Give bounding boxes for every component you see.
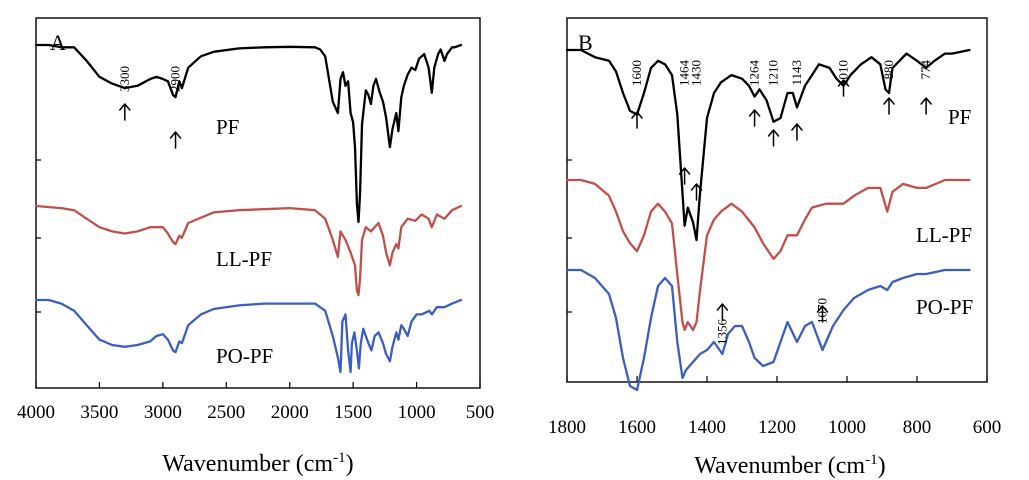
x-tick-label: 1500 — [334, 402, 372, 423]
peak-arrow-774 — [920, 97, 932, 115]
panel-a-peak-labels: 3300 2900 — [117, 66, 183, 92]
peak-label-1600: 1600 — [629, 60, 644, 86]
panel-b-label: B — [578, 30, 593, 55]
peak-arrow-1264 — [748, 109, 761, 127]
panel-b-traces — [565, 48, 971, 392]
peak-arrow-1356 — [716, 303, 729, 321]
series-line-pf — [565, 48, 971, 242]
x-tick-label: 2000 — [271, 402, 309, 423]
panel-b-tick-labels: 1800 1600 1400 1200 1000 800 600 — [548, 417, 1001, 438]
peak-arrow-2900 — [169, 131, 182, 149]
peak-arrow-1464 — [678, 167, 691, 185]
x-tick-label: 3500 — [80, 402, 118, 423]
x-tick-label: 1800 — [548, 417, 586, 438]
x-tick-label: 600 — [973, 417, 1002, 438]
x-tick-label: 1000 — [828, 417, 866, 438]
panel-a-tick-labels: 4000 3500 3000 2500 2000 1500 1000 500 — [17, 402, 494, 423]
panel-a-series-label-pf: PF — [216, 115, 239, 139]
panel-a-ticks — [35, 159, 481, 388]
peak-label-1010: 1010 — [836, 60, 851, 86]
peak-label-774: 774 — [918, 60, 933, 80]
panel-a-peak-arrows — [119, 103, 182, 149]
peak-label-1356: 1356 — [714, 319, 729, 346]
peak-arrow-1600 — [631, 111, 643, 129]
x-tick-label: 3000 — [144, 402, 182, 423]
x-tick-label: 500 — [466, 402, 495, 423]
panel-a-traces — [34, 43, 463, 374]
peak-label-1264: 1264 — [747, 60, 762, 87]
x-tick-label: 800 — [903, 417, 932, 438]
panel-a-series-label-ll-pf: LL-PF — [216, 247, 272, 271]
panel-a-label: A — [50, 30, 66, 55]
peak-label-1070: 1070 — [815, 298, 830, 324]
peak-label-2900: 2900 — [168, 66, 183, 92]
panel-b-x-axis-title: Wavenumber (cm-1) — [694, 452, 885, 479]
panel-b-peak-arrows — [631, 79, 932, 323]
panel-b-series-label-po-pf: PO-PF — [916, 295, 973, 319]
panel-a-frame — [35, 17, 481, 389]
panel-b: B 1800 1600 1400 1200 1000 800 600 1600 1464143… — [548, 17, 1001, 479]
peak-label-3300: 3300 — [117, 66, 132, 92]
x-tick-label: 1400 — [688, 417, 726, 438]
panel-a-series-label-po-pf: PO-PF — [216, 344, 273, 368]
panel-b-series-label-pf: PF — [948, 105, 971, 129]
panel-a-x-axis-title: Wavenumber (cm-1) — [162, 450, 353, 477]
peak-arrow-1430 — [690, 183, 703, 201]
peak-label-1464: 1464 — [677, 60, 692, 87]
panel-b-ticks — [566, 159, 988, 382]
peak-arrow-880 — [883, 97, 895, 115]
x-tick-label: 1200 — [758, 417, 796, 438]
peak-arrow-3300 — [119, 103, 131, 121]
panel-a: A 4000 3500 3000 2500 2000 1500 1000 500 3300 29… — [17, 17, 494, 477]
x-tick-label: 2500 — [207, 402, 245, 423]
x-tick-label: 1000 — [398, 402, 436, 423]
series-line-ll-pf — [34, 204, 463, 297]
peak-arrow-1070 — [816, 305, 829, 323]
peak-label-880: 880 — [881, 60, 896, 80]
series-line-ll-pf — [565, 178, 971, 332]
peak-label-1430: 1430 — [689, 60, 704, 86]
peak-arrow-1210 — [767, 129, 780, 147]
series-line-po-pf — [565, 268, 971, 392]
peak-label-1210: 1210 — [766, 60, 781, 86]
peak-arrow-1010 — [837, 79, 850, 97]
series-line-pf — [34, 43, 463, 224]
x-tick-label: 4000 — [17, 402, 55, 423]
peak-label-1143: 1143 — [789, 60, 804, 86]
panel-b-series-label-ll-pf: LL-PF — [916, 223, 972, 247]
series-line-po-pf — [34, 298, 463, 374]
peak-arrow-1143 — [791, 123, 803, 141]
x-tick-label: 1600 — [618, 417, 656, 438]
